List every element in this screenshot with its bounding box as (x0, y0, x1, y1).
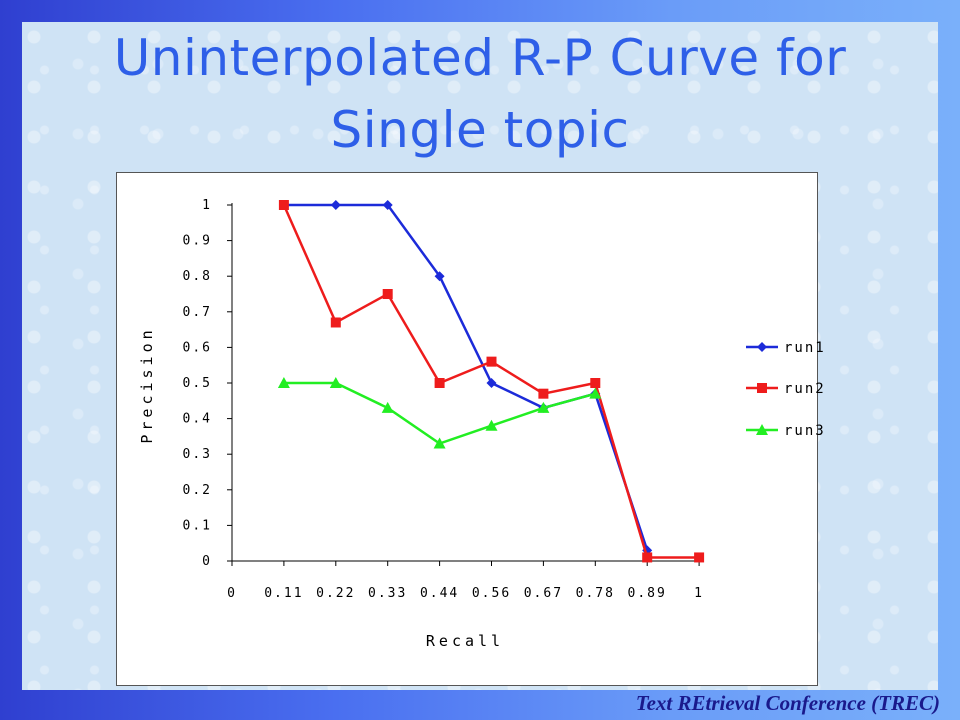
data-point-run3 (433, 437, 446, 449)
y-tick-label: 0.8 (183, 269, 212, 284)
data-point-run1 (382, 200, 393, 210)
data-point-run2 (694, 552, 705, 563)
data-point-run3 (589, 387, 602, 399)
x-tick-label: 1 (694, 586, 704, 601)
x-tick-label: 0.78 (576, 586, 615, 601)
legend-marker-run3 (756, 424, 768, 435)
x-tick-label: 0 (227, 586, 237, 601)
data-point-run3 (381, 401, 394, 413)
data-point-run2 (538, 388, 549, 399)
y-tick-label: 0.3 (183, 447, 212, 462)
data-point-run3 (537, 401, 550, 413)
x-tick-label: 0.33 (368, 586, 407, 601)
y-axis-title: Precision (138, 326, 156, 443)
footer-text: Text REtrieval Conference (TREC) (635, 691, 940, 715)
series-line-run1 (283, 203, 649, 551)
y-tick-label: 0.2 (183, 483, 212, 498)
x-tick-label: 0.67 (524, 586, 563, 601)
y-tick-label: 0.4 (183, 412, 212, 427)
data-point-run1 (434, 271, 445, 282)
y-tick-label: 0.5 (183, 376, 212, 391)
y-tick-label: 0.1 (183, 518, 212, 533)
y-tick-label: 0 (202, 554, 212, 569)
data-point-run2 (382, 289, 393, 299)
data-point-run3 (277, 377, 290, 388)
data-point-run1 (486, 378, 497, 388)
legend-marker-run1 (757, 342, 767, 352)
data-point-run2 (486, 356, 497, 367)
y-tick-label: 0.7 (183, 305, 212, 320)
data-point-run3 (485, 419, 498, 431)
data-point-run2 (642, 552, 653, 563)
x-tick-label: 0.89 (628, 586, 667, 601)
data-point-run2 (590, 378, 601, 388)
x-tick-label: 0.22 (316, 586, 355, 601)
x-tick-label: 0.11 (264, 586, 303, 601)
x-axis-title: Recall (426, 632, 504, 650)
data-point-run2 (330, 317, 341, 328)
legend-label-run2: run2 (784, 381, 826, 397)
x-tick-label: 0.44 (420, 586, 459, 601)
data-point-run3 (329, 377, 342, 388)
slide-title-line-2: Single topic (330, 101, 630, 159)
legend-marker-run2 (757, 383, 767, 393)
legend-label-run1: run1 (784, 340, 826, 356)
data-point-run2 (434, 378, 445, 388)
x-tick-label: 0.56 (472, 586, 511, 601)
legend-label-run3: run3 (784, 423, 826, 439)
y-tick-label: 1 (202, 198, 212, 213)
data-point-run1 (330, 200, 341, 210)
y-tick-label: 0.6 (183, 340, 212, 355)
slide-title-line-1: Uninterpolated R-P Curve for (113, 29, 847, 87)
data-point-run2 (278, 200, 289, 210)
y-tick-label: 0.9 (183, 234, 212, 249)
chart-frame (116, 172, 818, 686)
